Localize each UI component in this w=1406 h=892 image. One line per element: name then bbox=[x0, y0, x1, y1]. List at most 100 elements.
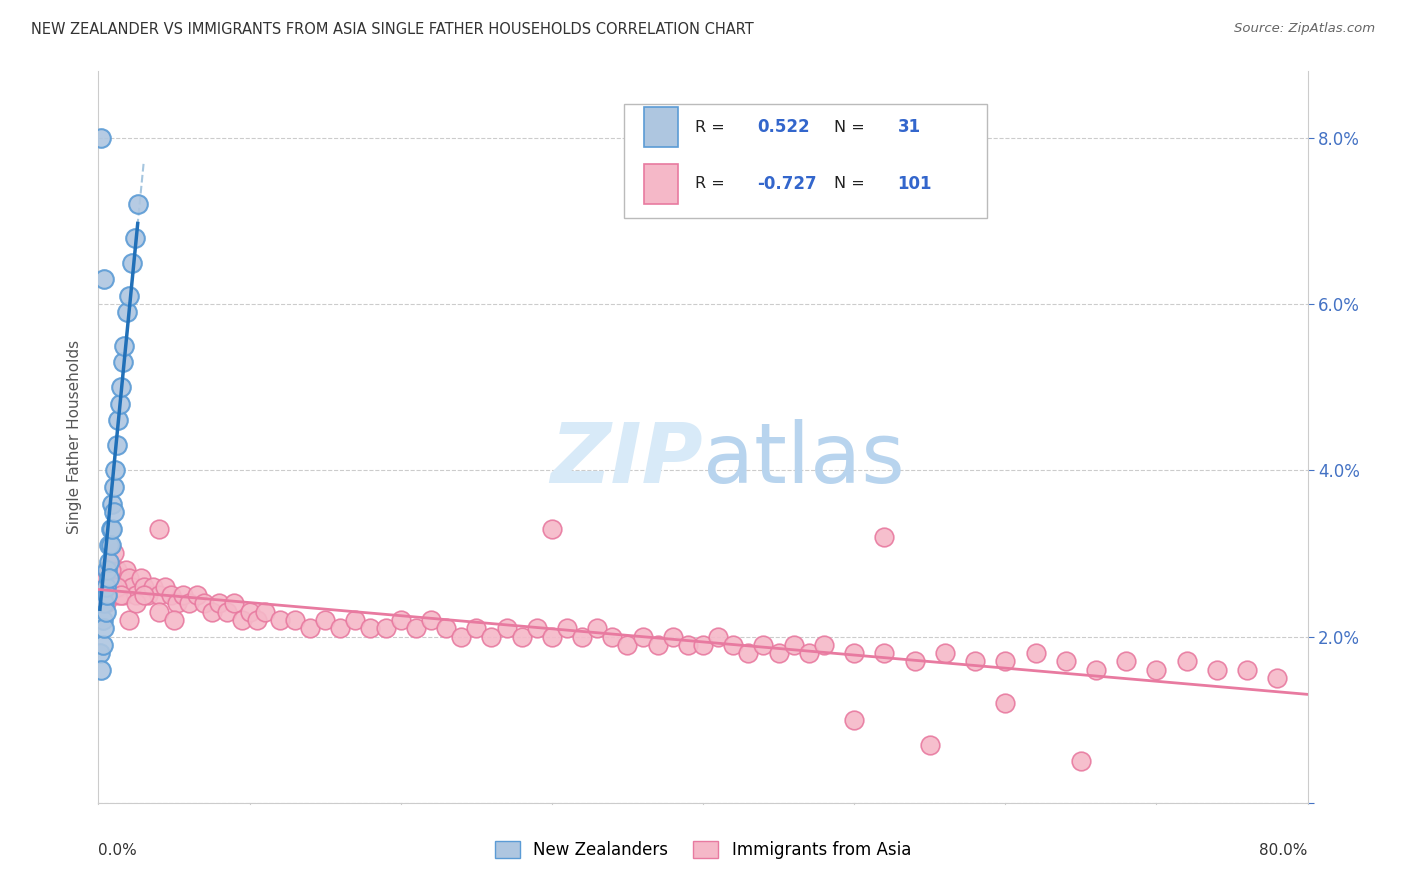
Point bbox=[125, 596, 148, 610]
Point bbox=[103, 580, 125, 594]
Text: atlas: atlas bbox=[703, 418, 904, 500]
Text: R =: R = bbox=[695, 177, 730, 192]
Point bbox=[602, 630, 624, 644]
Point bbox=[110, 588, 132, 602]
Legend: New Zealanders, Immigrants from Asia: New Zealanders, Immigrants from Asia bbox=[486, 833, 920, 868]
Point bbox=[450, 630, 472, 644]
Text: N =: N = bbox=[834, 120, 869, 135]
Text: N =: N = bbox=[834, 177, 869, 192]
Point bbox=[329, 621, 352, 635]
Text: Source: ZipAtlas.com: Source: ZipAtlas.com bbox=[1234, 22, 1375, 36]
Point bbox=[631, 630, 654, 644]
Point bbox=[186, 588, 208, 602]
Point bbox=[904, 655, 927, 669]
Point bbox=[100, 538, 122, 552]
Point bbox=[94, 596, 117, 610]
Point bbox=[661, 630, 683, 644]
Text: R =: R = bbox=[695, 120, 730, 135]
Point bbox=[215, 605, 238, 619]
Text: 0.522: 0.522 bbox=[758, 119, 810, 136]
Text: NEW ZEALANDER VS IMMIGRANTS FROM ASIA SINGLE FATHER HOUSEHOLDS CORRELATION CHART: NEW ZEALANDER VS IMMIGRANTS FROM ASIA SI… bbox=[31, 22, 754, 37]
Point bbox=[104, 463, 127, 477]
Point bbox=[813, 638, 835, 652]
Point bbox=[420, 613, 443, 627]
Point bbox=[299, 621, 322, 635]
Point bbox=[136, 588, 159, 602]
Point bbox=[96, 580, 118, 594]
Point bbox=[540, 521, 562, 535]
Point bbox=[844, 713, 866, 727]
Point bbox=[94, 571, 117, 585]
Point bbox=[118, 571, 141, 585]
Point bbox=[90, 131, 112, 145]
Point bbox=[873, 646, 896, 660]
Point bbox=[465, 621, 488, 635]
Point bbox=[132, 580, 155, 594]
Point bbox=[121, 255, 143, 269]
Point bbox=[676, 638, 699, 652]
Point bbox=[105, 438, 128, 452]
Point bbox=[434, 621, 457, 635]
Point bbox=[360, 621, 382, 635]
Point bbox=[160, 588, 183, 602]
Y-axis label: Single Father Households: Single Father Households bbox=[67, 340, 83, 534]
Point bbox=[269, 613, 291, 627]
Point bbox=[148, 521, 170, 535]
Point bbox=[103, 505, 125, 519]
Point bbox=[93, 580, 115, 594]
Point bbox=[797, 646, 820, 660]
Point bbox=[91, 571, 114, 585]
Point bbox=[344, 613, 367, 627]
Point bbox=[405, 621, 427, 635]
Point bbox=[105, 563, 128, 577]
Point bbox=[148, 605, 170, 619]
Point bbox=[246, 613, 269, 627]
Point bbox=[111, 355, 134, 369]
Point bbox=[90, 663, 112, 677]
Point bbox=[1070, 754, 1092, 768]
Point bbox=[374, 621, 396, 635]
Point bbox=[965, 655, 987, 669]
FancyBboxPatch shape bbox=[624, 104, 987, 218]
Point bbox=[89, 646, 111, 660]
Point bbox=[98, 588, 121, 602]
Point bbox=[104, 571, 127, 585]
Point bbox=[647, 638, 669, 652]
Point bbox=[783, 638, 806, 652]
Point bbox=[389, 613, 412, 627]
Text: 0.0%: 0.0% bbox=[98, 843, 138, 858]
Point bbox=[112, 338, 135, 352]
Point bbox=[1267, 671, 1289, 685]
Point bbox=[98, 555, 121, 569]
Point bbox=[100, 563, 122, 577]
Point bbox=[98, 538, 121, 552]
Point bbox=[124, 230, 146, 244]
Point bbox=[1236, 663, 1258, 677]
Point bbox=[103, 546, 125, 560]
Point bbox=[110, 571, 132, 585]
Bar bbox=[644, 107, 678, 147]
Point bbox=[193, 596, 215, 610]
Point bbox=[101, 521, 124, 535]
Point bbox=[208, 596, 231, 610]
Point bbox=[107, 588, 129, 602]
Text: 101: 101 bbox=[897, 175, 932, 193]
Point bbox=[100, 521, 122, 535]
Point bbox=[555, 621, 578, 635]
Point bbox=[692, 638, 714, 652]
Point bbox=[110, 380, 132, 394]
Bar bbox=[644, 164, 678, 204]
Point bbox=[1115, 655, 1137, 669]
Point bbox=[93, 596, 115, 610]
Point bbox=[586, 621, 609, 635]
Point bbox=[111, 588, 134, 602]
Point bbox=[540, 630, 562, 644]
Point bbox=[768, 646, 790, 660]
Point bbox=[96, 588, 118, 602]
Point bbox=[91, 638, 114, 652]
Point bbox=[125, 588, 148, 602]
Point bbox=[115, 305, 138, 319]
Point bbox=[127, 197, 149, 211]
Point bbox=[253, 605, 276, 619]
Point bbox=[1206, 663, 1229, 677]
